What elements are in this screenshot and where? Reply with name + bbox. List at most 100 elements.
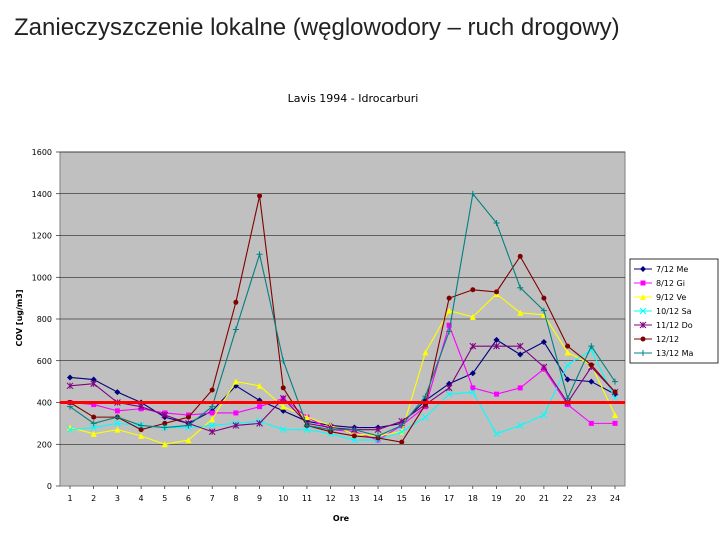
legend-label: 9/12 Ve	[656, 293, 686, 302]
y-tick-label: 1200	[32, 232, 52, 241]
x-tick-label: 13	[349, 494, 359, 503]
y-tick-label: 400	[37, 399, 52, 408]
data-point	[541, 295, 547, 301]
y-tick-label: 800	[37, 315, 52, 324]
data-point	[517, 351, 524, 358]
data-point	[327, 426, 334, 433]
data-point	[303, 422, 310, 429]
x-tick-label: 1	[67, 494, 72, 503]
legend-label: 7/12 Me	[656, 265, 688, 274]
legend-marker	[640, 350, 646, 356]
series-line	[69, 339, 616, 429]
legend-label: 8/12 Gi	[656, 279, 685, 288]
data-point	[161, 411, 169, 419]
data-point	[233, 410, 239, 416]
data-point	[494, 391, 500, 397]
data-point	[209, 416, 216, 423]
data-point	[114, 420, 121, 427]
x-tick-label: 22	[563, 494, 573, 503]
x-tick-label: 2	[91, 494, 96, 503]
data-point	[469, 370, 476, 377]
data-point	[91, 402, 97, 408]
y-tick-label: 600	[37, 357, 52, 366]
data-point	[588, 362, 594, 368]
data-point	[138, 427, 144, 433]
y-tick-label: 0	[47, 482, 52, 491]
data-point	[469, 388, 477, 396]
data-point	[66, 382, 74, 390]
data-point	[303, 414, 310, 421]
legend-marker	[639, 321, 647, 329]
data-point	[67, 374, 73, 381]
data-point	[493, 342, 500, 350]
legend-item: 11/12 Do	[634, 321, 693, 330]
x-tick-label: 18	[468, 494, 478, 503]
chart-title: Lavis 1994 - Idrocarburi	[288, 92, 419, 105]
data-point	[517, 309, 524, 316]
data-point	[588, 378, 595, 385]
data-point	[256, 251, 263, 258]
data-point	[564, 395, 571, 402]
y-tick-label: 1400	[32, 190, 52, 199]
data-point	[91, 414, 97, 420]
legend-marker	[640, 280, 646, 286]
data-point	[257, 404, 263, 410]
data-point	[588, 420, 594, 426]
legend-label: 13/12 Ma	[656, 349, 694, 358]
data-point	[374, 426, 382, 433]
data-point	[208, 422, 216, 429]
data-point	[493, 430, 500, 438]
data-point	[162, 420, 168, 426]
data-point	[375, 432, 382, 439]
x-tick-label: 23	[586, 494, 596, 503]
data-point	[66, 426, 74, 433]
data-point	[612, 378, 618, 385]
x-tick-label: 9	[257, 494, 262, 503]
data-point	[612, 412, 618, 419]
data-point	[114, 389, 121, 396]
data-point	[446, 328, 453, 335]
data-point	[540, 363, 548, 371]
data-point	[516, 422, 524, 429]
data-point	[185, 422, 192, 429]
data-point	[185, 437, 192, 444]
data-point	[517, 284, 524, 291]
slide-title: Zanieczyszczenie lokalne (węglowodory – …	[14, 14, 620, 41]
data-point	[422, 349, 429, 356]
data-point	[185, 414, 191, 420]
data-point	[303, 426, 311, 433]
x-tick-label: 19	[491, 494, 501, 503]
data-point	[517, 385, 523, 391]
data-point	[90, 380, 98, 388]
x-tick-label: 12	[326, 494, 336, 503]
data-point	[161, 441, 168, 448]
legend-item: 10/12 Sa	[634, 307, 692, 316]
data-point	[351, 433, 357, 439]
data-point	[422, 393, 429, 400]
legend-item: 12/12	[634, 335, 679, 344]
x-axis-label: Ore	[333, 514, 350, 523]
x-tick-label: 20	[515, 494, 525, 503]
data-point	[232, 326, 239, 333]
data-point	[280, 385, 286, 391]
data-point	[493, 219, 500, 226]
y-tick-label: 1600	[32, 148, 52, 157]
data-point	[279, 426, 287, 433]
series-line	[69, 195, 616, 443]
data-point	[540, 307, 547, 314]
data-point	[161, 424, 168, 431]
data-point	[588, 343, 595, 350]
data-point	[90, 424, 98, 431]
data-point	[611, 394, 619, 402]
data-point	[612, 389, 618, 395]
x-tick-label: 8	[233, 494, 238, 503]
y-tick-label: 1000	[32, 273, 52, 282]
legend-marker	[639, 307, 647, 315]
data-point	[470, 385, 476, 391]
data-point	[256, 382, 263, 389]
legend-marker	[640, 266, 646, 272]
data-point	[280, 357, 287, 364]
legend-marker	[640, 294, 646, 300]
